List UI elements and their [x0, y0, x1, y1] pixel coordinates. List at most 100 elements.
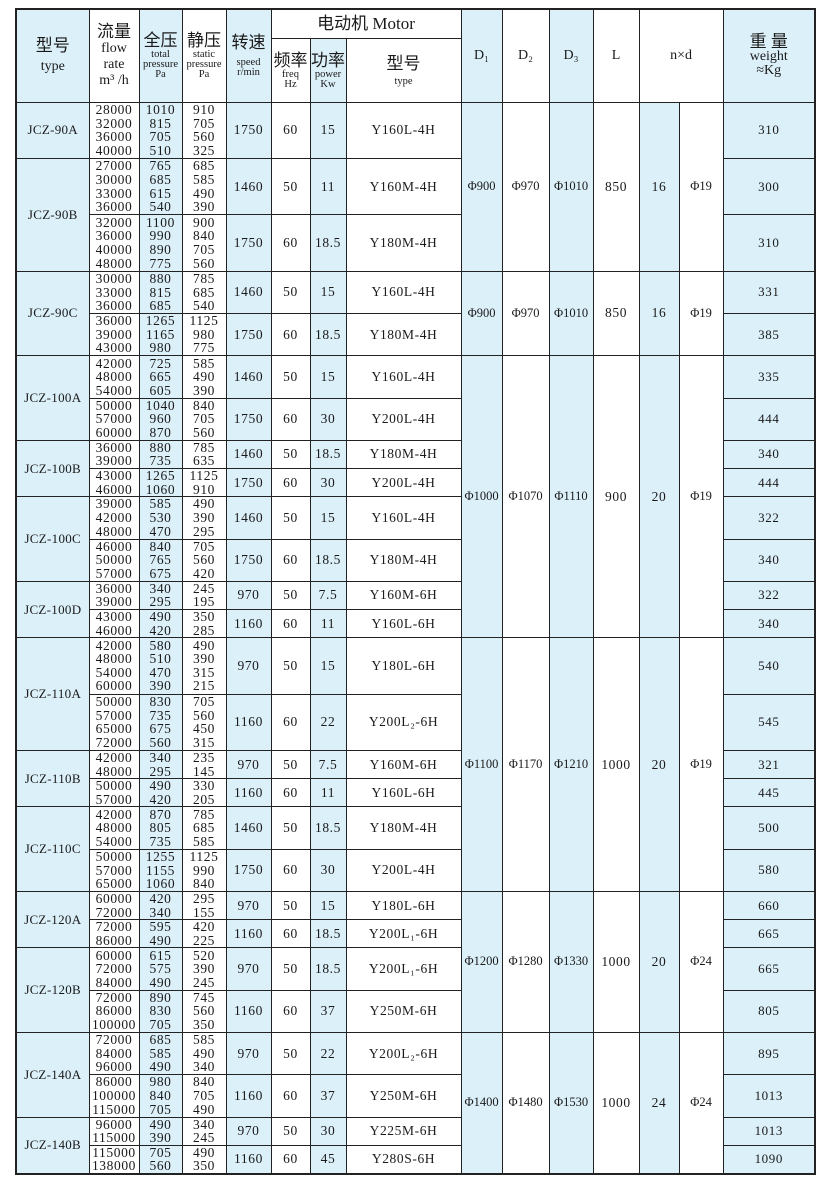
header-type: 型号 type [15, 8, 90, 103]
flow-rate: 36000 39000 43000 [88, 312, 140, 357]
static-pressure: 245 195 [181, 580, 227, 611]
weight: 805 [722, 989, 816, 1033]
total-pressure-line: 890 [149, 990, 172, 1005]
total-pressure-line: 490 [149, 974, 172, 990]
dimension-l: 1000 [592, 890, 640, 1033]
frequency: 50 [270, 1116, 311, 1146]
fan-model-type: JCZ-90B [15, 157, 90, 272]
header-d3-label: D₃ [563, 47, 579, 63]
flow-rate-line: 72000 [95, 990, 133, 1005]
total-pressure-line: 295 [149, 763, 172, 779]
total-pressure-line: 685 [149, 298, 172, 314]
frequency: 60 [270, 312, 311, 357]
speed: 1460 [225, 355, 272, 399]
table-row: JCZ-140A 72000 84000 96000 685 585 490 585 490 34… [15, 1031, 816, 1175]
flow-rate-line: 32000 [95, 115, 133, 131]
speed: 1160 [225, 1074, 272, 1118]
table-row: 50000 57000 490 420 330 205 1160 60 11 Y160L-6H 44… [16, 778, 816, 808]
static-pressure-line: 705 [192, 539, 216, 554]
total-pressure: 490 420 [138, 609, 183, 639]
hole-diameter-d: Φ19 [678, 101, 724, 272]
header-d2: D₂ [501, 8, 550, 103]
flow-rate-line: 43000 [95, 609, 133, 625]
flow-rate-line: 48000 [95, 763, 133, 779]
static-pressure-line: 585 [192, 171, 216, 187]
weight: 1090 [722, 1144, 816, 1175]
static-pressure-line: 390 [192, 510, 216, 526]
dimension-l: 1000 [592, 637, 640, 892]
flow-rate-line: 115000 [92, 1130, 136, 1146]
header-power-en: power [314, 68, 342, 80]
flow-rate-line: 48000 [95, 369, 133, 385]
flow-rate: 28000 32000 36000 40000 [88, 101, 140, 159]
weight: 321 [722, 749, 816, 780]
power: 11 [309, 778, 347, 808]
frequency: 60 [270, 609, 311, 639]
power: 15 [309, 101, 347, 159]
static-pressure-line: 585 [192, 1032, 216, 1048]
flow-rate: 42000 48000 54000 [88, 806, 140, 850]
power: 15 [309, 355, 347, 399]
static-pressure-line: 350 [192, 1158, 216, 1174]
static-pressure-line: 560 [192, 707, 216, 723]
flow-rate: 50000 57000 65000 [88, 848, 140, 892]
total-pressure-line: 675 [149, 565, 172, 581]
total-pressure-line: 420 [149, 622, 172, 638]
static-pressure-line: 350 [192, 609, 216, 625]
total-pressure-line: 420 [149, 791, 172, 807]
motor-type: Y280S-6H [345, 1144, 462, 1175]
flow-rate-line: 30000 [95, 271, 133, 286]
static-pressure-line: 775 [192, 340, 216, 356]
header-d3: D₃ [548, 8, 594, 103]
static-pressure-line: 390 [192, 199, 216, 215]
weight: 445 [722, 778, 816, 808]
speed: 1750 [225, 468, 272, 498]
total-pressure-line: 685 [149, 171, 172, 187]
hole-count-n: 16 [638, 101, 680, 272]
flow-rate-line: 46000 [95, 539, 133, 554]
static-pressure: 350 285 [181, 609, 227, 639]
static-pressure-line: 195 [192, 594, 216, 610]
static-pressure-line: 685 [192, 284, 216, 300]
flow-rate-line: 40000 [95, 241, 133, 257]
dimension-d1: Φ1000 [460, 355, 503, 639]
frequency: 50 [270, 637, 311, 695]
frequency: 60 [270, 214, 311, 272]
table-row: JCZ-110C 42000 48000 54000 870 805 735 785 685 58… [15, 806, 816, 892]
motor-type: Y160L-4H [345, 496, 462, 540]
static-pressure-line: 420 [192, 565, 216, 581]
static-pressure-line: 490 [192, 185, 216, 201]
power: 30 [309, 848, 347, 892]
speed: 1750 [225, 214, 272, 272]
fan-model-type: JCZ-110B [15, 749, 90, 808]
weight: 665 [722, 947, 816, 991]
total-pressure: 340 295 [138, 580, 183, 611]
dimension-d2: Φ1480 [501, 1031, 550, 1175]
motor-type: Y180M-4H [345, 538, 462, 582]
total-pressure-line: 840 [149, 1088, 172, 1104]
static-pressure-line: 450 [192, 721, 216, 737]
total-pressure-line: 1155 [146, 862, 175, 878]
static-pressure-line: 490 [192, 1045, 216, 1061]
speed: 1160 [225, 609, 272, 639]
static-pressure-line: 910 [192, 102, 216, 117]
dimension-d2: Φ970 [501, 101, 550, 272]
speed: 1160 [225, 693, 272, 751]
flow-rate: 72000 86000 100000 [88, 989, 140, 1033]
static-pressure-line: 585 [192, 355, 216, 371]
static-pressure-line: 225 [192, 932, 216, 948]
static-pressure: 705 560 420 [181, 538, 227, 582]
flow-rate-line: 32000 [95, 214, 133, 230]
table-row: 43000 46000 1265 1060 1125 910 1750 60 30 Y200L-4… [16, 468, 816, 498]
flow-rate-line: 33000 [95, 284, 133, 300]
static-pressure-line: 490 [192, 496, 216, 512]
total-pressure-line: 490 [149, 778, 172, 794]
flow-rate-line: 50000 [95, 398, 133, 413]
dimension-d2: Φ1070 [501, 355, 550, 639]
static-pressure: 785 685 540 [181, 270, 227, 314]
dimension-d1: Φ1100 [460, 637, 503, 892]
static-pressure-line: 910 [192, 481, 216, 497]
header-power-cn: 功率 [311, 50, 345, 70]
header-speed-en: speed [236, 57, 261, 69]
total-pressure-line: 765 [149, 158, 172, 174]
